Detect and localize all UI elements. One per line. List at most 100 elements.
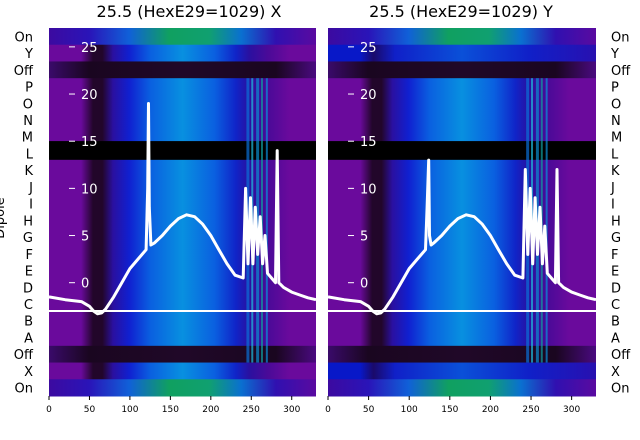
- heatmap-row: [49, 329, 316, 347]
- band-label-left: N: [23, 114, 33, 129]
- heatmap-row: [49, 345, 316, 364]
- x-tick-label: 200: [202, 405, 219, 415]
- band-label-left: F: [26, 248, 33, 263]
- band-label-right: Off: [611, 64, 631, 79]
- band-label-left: Off: [14, 64, 34, 79]
- band-label-right: L: [611, 147, 619, 162]
- band-label-left: B: [24, 315, 33, 330]
- heatmap-row: [49, 28, 316, 46]
- x-tick-label: 0: [46, 405, 52, 415]
- panel-x: 0 50 100 150 200 250 300 0 5 10 15 20 25: [46, 28, 317, 415]
- band-label-right: F: [611, 248, 618, 263]
- x-tick-label: 100: [121, 405, 138, 415]
- x-tick-label: 300: [563, 405, 580, 415]
- heatmap-row: [49, 312, 316, 330]
- stripe: [545, 78, 548, 363]
- panel-y: 0 50 100 150 200 250 300 0 5 10 15 20 25: [325, 28, 597, 415]
- band-label-right: X: [611, 365, 620, 380]
- band-label-right: E: [611, 265, 619, 280]
- heatmap-row: [328, 28, 596, 46]
- band-label-right: I: [611, 198, 615, 213]
- band-label-right: N: [611, 114, 621, 129]
- overlay-curve-x: [48, 102, 317, 316]
- overlay-tick-label: 20: [360, 88, 377, 103]
- band-label-right: J: [610, 181, 615, 196]
- heatmap-row: [328, 44, 596, 62]
- panel-title-y: 25.5 (HexE29=1029) Y: [369, 2, 553, 21]
- heatmap-row: [328, 312, 596, 330]
- band-label-left: Off: [14, 348, 34, 363]
- heatmap-row: [49, 111, 316, 129]
- overlay-tick-label: 15: [360, 135, 377, 150]
- band-label-left: J: [28, 181, 33, 196]
- overlay-tick-label: 10: [81, 182, 98, 197]
- overlay-tick-label: 5: [360, 230, 368, 245]
- band-label-left: E: [25, 265, 33, 280]
- overlay-tick-label: 10: [360, 182, 377, 197]
- band-label-left: C: [24, 298, 33, 313]
- x-tick-label: 150: [162, 405, 179, 415]
- x-tick-label: 200: [482, 405, 499, 415]
- panel-title-x: 25.5 (HexE29=1029) X: [97, 2, 282, 21]
- band-label-right: Off: [611, 348, 631, 363]
- band-label-left: M: [22, 131, 33, 146]
- band-label-left: P: [25, 81, 33, 96]
- band-label-left: K: [24, 164, 33, 179]
- band-label-left: On: [15, 30, 33, 45]
- heatmap-row: [49, 362, 316, 380]
- x-tick-label: 100: [401, 405, 418, 415]
- y-axis-label: Dipole: [0, 197, 8, 238]
- heatmap-row: [328, 329, 596, 347]
- band-label-right: C: [611, 298, 620, 313]
- heatmap-row: [49, 44, 316, 62]
- stripe: [265, 78, 268, 363]
- x-tick-label: 250: [243, 405, 260, 415]
- band-label-right: G: [611, 231, 621, 246]
- band-label-left: A: [24, 331, 33, 346]
- band-label-right: On: [611, 30, 629, 45]
- heatmap-row: [328, 379, 596, 397]
- x-tick-label: 50: [363, 405, 375, 415]
- overlay-tick-label: 15: [81, 135, 98, 150]
- band-label-right: P: [611, 81, 619, 96]
- overlay-tick-label: 5: [81, 230, 89, 245]
- band-label-right: Y: [610, 47, 619, 62]
- band-label-left: D: [23, 281, 33, 296]
- band-label-right: H: [611, 214, 621, 229]
- overlay-tick-label: 0: [81, 277, 89, 292]
- band-label-right: O: [611, 97, 621, 112]
- heatmap-row: [328, 362, 596, 380]
- heatmap-row: [49, 379, 316, 397]
- overlay-tick-label: 25: [360, 41, 377, 56]
- band-label-left: O: [23, 97, 33, 112]
- band-label-left: X: [24, 365, 33, 380]
- stripe: [256, 78, 260, 363]
- overlay-tick-label: 25: [81, 41, 98, 56]
- x-tick-label: 250: [522, 405, 539, 415]
- x-tick-label: 0: [325, 405, 331, 415]
- band-label-left: H: [23, 214, 33, 229]
- band-label-left: On: [15, 382, 33, 397]
- overlay-curve-y: [327, 158, 597, 316]
- x-tick-label: 50: [84, 405, 96, 415]
- band-label-left: I: [29, 198, 33, 213]
- heatmap-row: [328, 345, 596, 364]
- band-label-right: D: [611, 281, 621, 296]
- band-label-right: M: [611, 131, 622, 146]
- heatmap-row: [49, 61, 316, 79]
- band-label-left: Y: [24, 47, 33, 62]
- band-label-right: K: [611, 164, 620, 179]
- overlay-tick-label: 0: [360, 277, 368, 292]
- band-label-left: L: [26, 147, 34, 162]
- x-tick-label: 150: [441, 405, 458, 415]
- x-tick-label: 300: [283, 405, 300, 415]
- heatmap-row: [328, 61, 596, 79]
- stripe: [260, 78, 263, 363]
- band-label-left: G: [23, 231, 33, 246]
- band-label-right: On: [611, 382, 629, 397]
- heatmap-row: [328, 111, 596, 129]
- band-label-right: B: [611, 315, 620, 330]
